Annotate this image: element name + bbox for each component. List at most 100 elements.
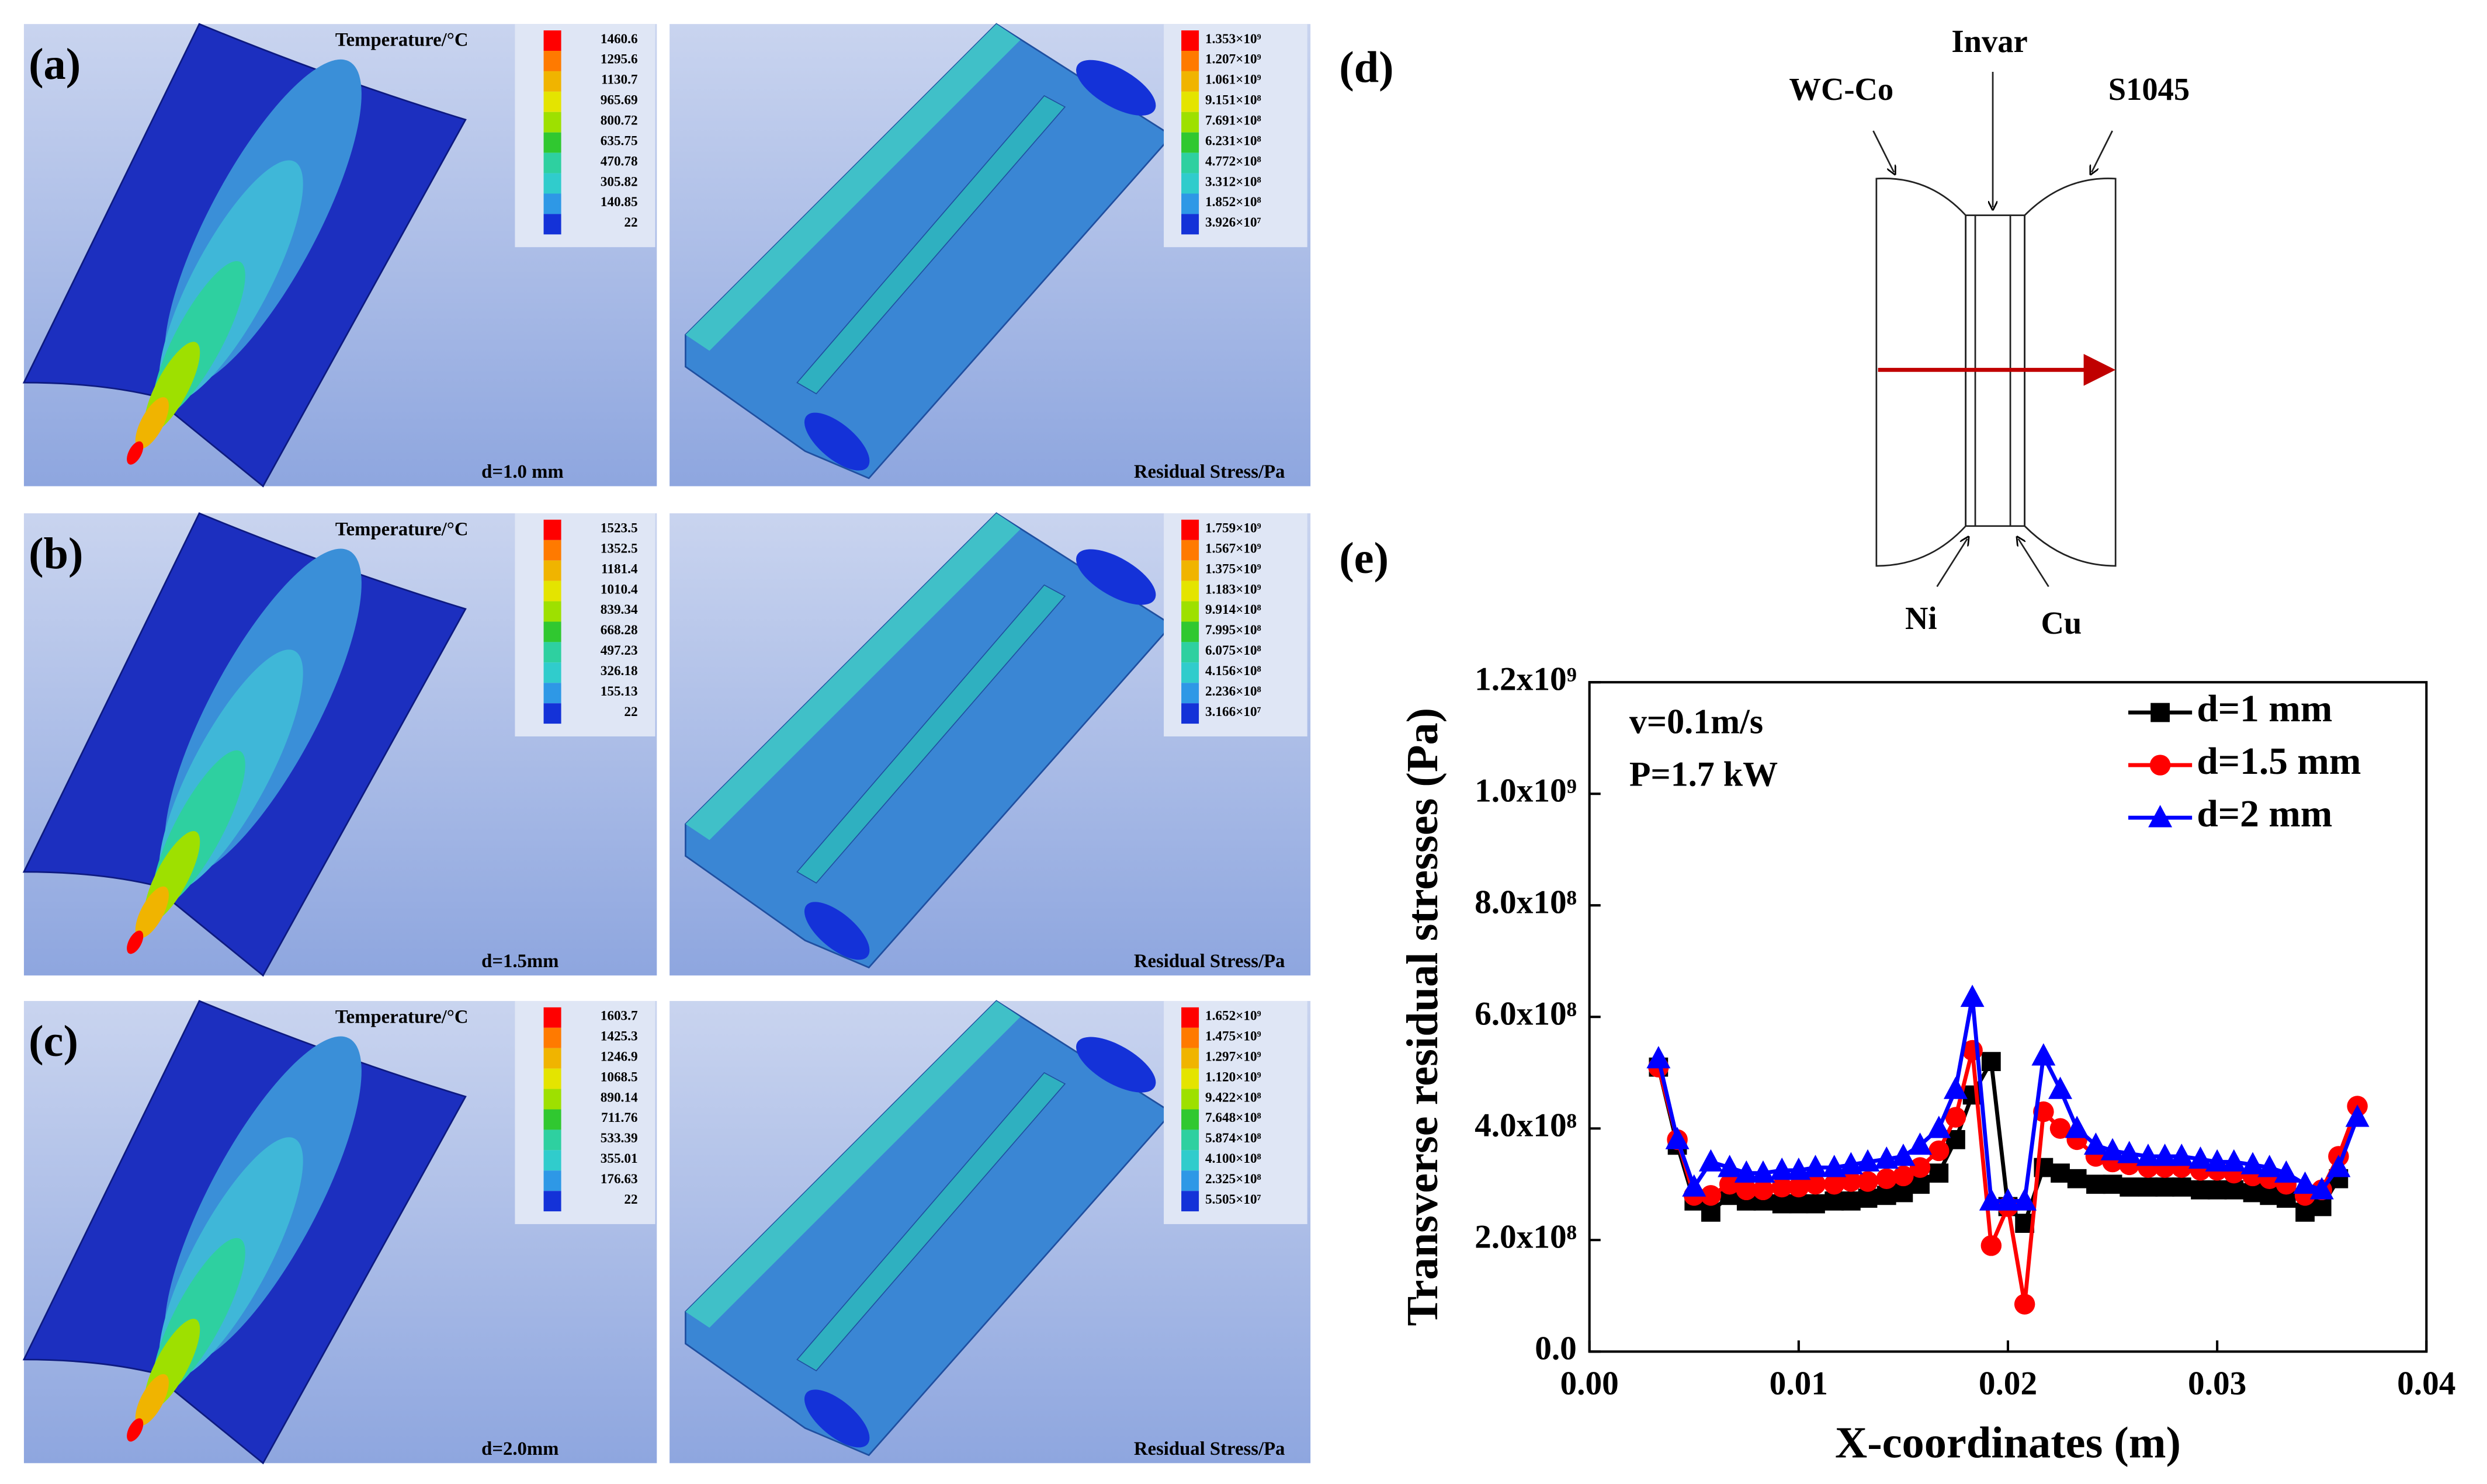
legend-value: 1068.5 — [601, 1069, 638, 1085]
legend-value: 4.772×10⁸ — [1205, 154, 1261, 169]
legend-swatch — [1181, 560, 1199, 581]
legend-value: 355.01 — [601, 1151, 638, 1166]
legend-value: 965.69 — [601, 93, 638, 108]
y-tick-label: 4.0x10⁸ — [1475, 1107, 1577, 1144]
marker — [1682, 1174, 1706, 1197]
weld-groove — [796, 1072, 1066, 1372]
marker — [1736, 1179, 1757, 1201]
legend-marker — [2148, 805, 2173, 828]
legend-value: 1.297×10⁹ — [1205, 1049, 1261, 1064]
marker — [1929, 1163, 1949, 1183]
marker — [1840, 1171, 1862, 1192]
legend-value: 1523.5 — [601, 521, 638, 536]
marker — [2191, 1180, 2210, 1200]
legend-swatch — [543, 1150, 561, 1171]
legend-swatch — [1181, 193, 1199, 214]
marker — [2067, 1169, 2087, 1188]
legend-swatch — [1181, 1150, 1199, 1171]
marker — [1960, 984, 1985, 1007]
legend-swatch — [543, 683, 561, 704]
legend-swatch — [1181, 662, 1199, 683]
marker — [2155, 1177, 2174, 1197]
marker — [2169, 1144, 2194, 1166]
marker — [1805, 1174, 1826, 1195]
legend-value: 668.28 — [601, 623, 638, 638]
marker — [1839, 1152, 1863, 1174]
legend-swatch — [543, 642, 561, 663]
material-label: S1045 — [2108, 71, 2190, 107]
legend-swatch — [1181, 621, 1199, 642]
legend-value: 9.422×10⁸ — [1205, 1090, 1261, 1105]
legend-value: 711.76 — [601, 1110, 638, 1125]
legend-box — [515, 24, 655, 248]
marker — [2065, 1115, 2089, 1138]
legend-value: 3.166×10⁷ — [1205, 704, 1261, 720]
stress-title: Residual Stress/Pa — [1134, 951, 1285, 972]
legend-swatch — [1181, 1068, 1199, 1089]
legend-value: 1.759×10⁹ — [1205, 521, 1261, 536]
annotation: v=0.1m/s — [1629, 703, 1763, 741]
legend-title: Temperature/°C — [335, 30, 469, 51]
legend-swatch — [543, 1007, 561, 1028]
y-tick-label: 6.0x10⁸ — [1475, 995, 1577, 1032]
legend-value: 5.505×10⁷ — [1205, 1192, 1261, 1207]
marker — [2120, 1177, 2139, 1197]
legend-value: 3.312×10⁸ — [1205, 174, 1261, 189]
legend-swatch — [543, 132, 561, 153]
legend-value: 1181.4 — [601, 561, 638, 576]
legend-value: 1352.5 — [601, 541, 638, 556]
legend-value: 4.156×10⁸ — [1205, 663, 1261, 679]
marker — [2240, 1152, 2265, 1174]
y-tick-label: 8.0x10⁸ — [1475, 884, 1577, 920]
legend-value: 1.567×10⁹ — [1205, 541, 1261, 556]
legend-swatch — [1181, 30, 1199, 51]
legend-swatch — [543, 1170, 561, 1191]
stress-edge — [685, 24, 1021, 351]
marker — [2205, 1149, 2229, 1172]
marker — [2031, 1043, 2056, 1066]
marker — [2188, 1146, 2212, 1169]
legend-value: 1.207×10⁹ — [1205, 52, 1261, 67]
legend-swatch — [1181, 173, 1199, 194]
legend-swatch — [543, 560, 561, 581]
legend-value: 800.72 — [601, 113, 638, 128]
temperature-contour — [127, 441, 144, 465]
marker — [1980, 1235, 2002, 1256]
stress-edge — [685, 1000, 1021, 1328]
legend-marker — [2150, 703, 2170, 722]
stress-title: Residual Stress/Pa — [1134, 461, 1285, 482]
legend-value: 9.914×10⁸ — [1205, 602, 1261, 617]
legend-swatch — [543, 112, 561, 133]
marker — [1753, 1179, 1774, 1201]
marker — [2274, 1160, 2298, 1183]
legend-swatch — [1181, 71, 1199, 92]
legend-swatch — [543, 703, 561, 724]
legend-value: 1010.4 — [601, 582, 638, 597]
legend-value: 1.183×10⁹ — [1205, 582, 1261, 597]
pointer — [1936, 539, 1968, 588]
stress-spot — [1076, 549, 1156, 605]
legend-value: 1603.7 — [601, 1009, 638, 1024]
wc-co-block — [1875, 178, 1967, 567]
material-label: Invar — [1951, 23, 2027, 59]
panel-label: (a) — [29, 39, 81, 89]
legend-value: 1295.6 — [601, 52, 638, 67]
legend-swatch — [1181, 112, 1199, 133]
legend-swatch — [543, 1191, 561, 1212]
stress-spot — [1076, 1037, 1156, 1093]
marker — [1719, 1174, 1740, 1195]
temperature-contour — [135, 886, 169, 939]
legend-value: 140.85 — [601, 194, 638, 210]
marker — [1893, 1165, 1914, 1187]
legend-swatch — [543, 1068, 561, 1089]
stress-title: Residual Stress/Pa — [1134, 1438, 1285, 1459]
legend-value: 1.353×10⁹ — [1205, 32, 1261, 47]
legend-swatch — [1181, 132, 1199, 153]
legend-value: 1.061×10⁹ — [1205, 72, 1261, 88]
legend-swatch — [543, 50, 561, 71]
marker — [1700, 1185, 1722, 1206]
marker — [2326, 1155, 2351, 1177]
stress-spot — [804, 902, 870, 960]
marker — [1908, 1132, 1933, 1155]
legend-swatch — [543, 173, 561, 194]
